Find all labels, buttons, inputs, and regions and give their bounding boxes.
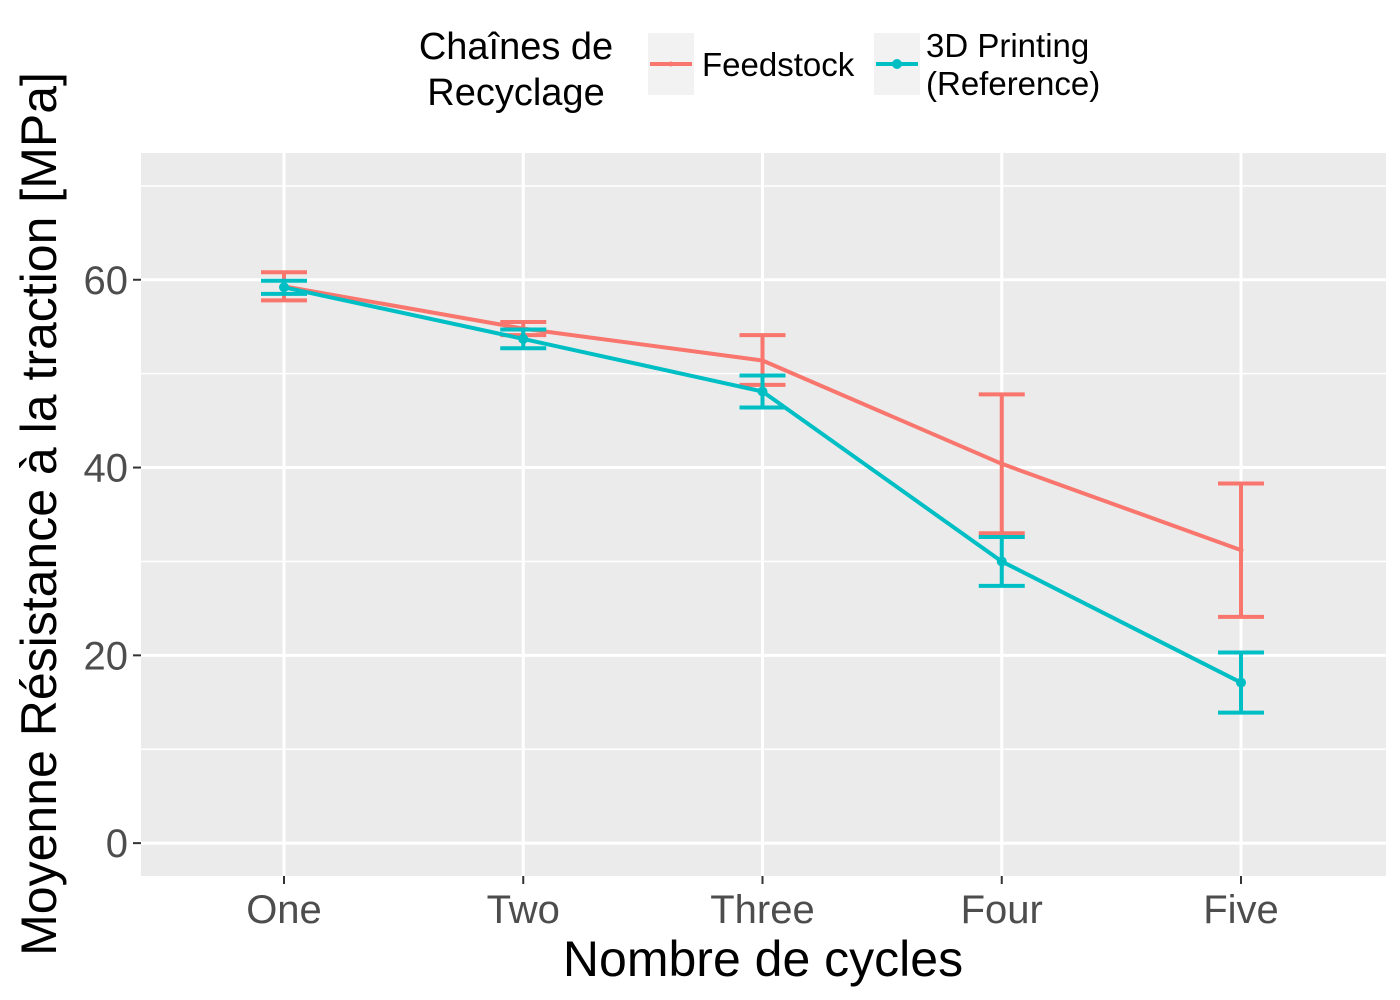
x-tick-label: Three xyxy=(710,888,815,932)
axis-ticks: 0 20 40 60 One Two Three Four Five xyxy=(84,259,1279,932)
legend-item-feedstock: Feedstock xyxy=(648,33,855,95)
legend-title-line-1: Chaînes de xyxy=(419,26,613,68)
data-point xyxy=(1236,677,1246,688)
x-tick-label: One xyxy=(246,888,322,932)
series-3d-printing xyxy=(261,278,1264,715)
y-tick-label: 20 xyxy=(84,634,129,678)
data-point xyxy=(757,386,768,397)
x-tick-label: Two xyxy=(487,888,560,932)
legend-title-line-2: Recyclage xyxy=(427,72,604,114)
y-axis-label: Moyenne Résistance à la traction [MPa] xyxy=(11,72,67,956)
y-tick-label: 60 xyxy=(84,259,129,303)
legend: Chaînes de Recyclage Feedstock 3D Printi… xyxy=(419,26,1100,114)
legend-key-point xyxy=(668,61,674,67)
legend-label-line-2: (Reference) xyxy=(926,65,1100,102)
legend-label: Feedstock xyxy=(702,46,855,83)
x-tick-label: Five xyxy=(1203,888,1279,932)
legend-item-3d-printing: 3D Printing (Reference) xyxy=(874,27,1100,102)
legend-label-line-1: 3D Printing xyxy=(926,27,1089,64)
y-tick-label: 0 xyxy=(106,822,128,866)
data-point xyxy=(996,556,1007,567)
x-tick-label: Four xyxy=(961,888,1043,932)
data-point xyxy=(999,461,1005,467)
series-layer xyxy=(261,270,1264,715)
data-point xyxy=(518,333,529,344)
data-point xyxy=(1238,547,1244,553)
x-axis-label: Nombre de cycles xyxy=(563,931,963,987)
data-point xyxy=(760,358,765,364)
legend-key-point xyxy=(892,59,902,69)
data-point xyxy=(279,282,289,293)
y-tick-label: 40 xyxy=(84,447,129,491)
